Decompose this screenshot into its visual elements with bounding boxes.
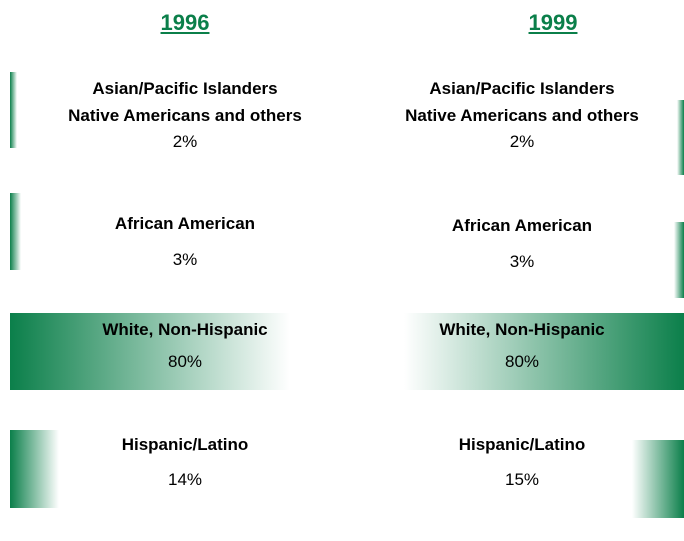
bar	[10, 72, 17, 148]
category-label: Hispanic/Latino	[121, 435, 249, 454]
category-label: Hispanic/Latino	[458, 435, 586, 454]
category-label: White, Non-Hispanic	[439, 320, 605, 339]
category-label: Asian/Pacific Islanders Native Americans…	[68, 79, 302, 125]
value-label: 2%	[509, 132, 535, 151]
bar	[10, 430, 59, 508]
value-label: 2%	[172, 132, 198, 151]
category-label: African American	[451, 216, 593, 235]
value-label: 3%	[172, 250, 198, 269]
category-label: White, Non-Hispanic	[102, 320, 268, 339]
value-label: 14%	[167, 470, 203, 489]
series-title: 1996	[160, 10, 210, 35]
value-label: 15%	[504, 470, 540, 489]
category-label: African American	[114, 214, 256, 233]
value-label: 80%	[167, 352, 203, 371]
value-label: 80%	[504, 352, 540, 371]
series-title: 1999	[528, 10, 578, 35]
bar	[673, 222, 684, 298]
bar	[677, 100, 684, 175]
bar	[404, 313, 684, 390]
bar	[10, 193, 21, 270]
bar	[10, 313, 290, 390]
bar	[631, 440, 684, 518]
value-label: 3%	[509, 252, 535, 271]
category-label: Asian/Pacific Islanders Native Americans…	[405, 79, 639, 125]
